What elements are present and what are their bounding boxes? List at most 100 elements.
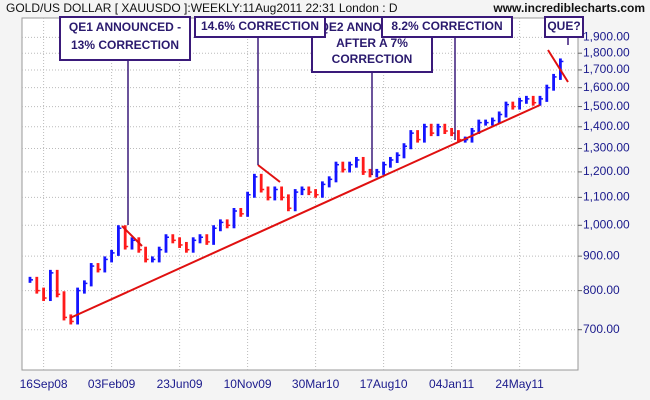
price-bar (395, 152, 399, 163)
y-tick-label: 1,100.00 (583, 190, 630, 204)
x-tick-label: 23Jun09 (157, 377, 203, 391)
price-bar (423, 123, 426, 143)
price-bar (103, 256, 107, 273)
x-tick-label: 24May11 (495, 377, 544, 391)
price-bar (368, 168, 372, 178)
price-bar (511, 101, 515, 110)
price-bar (491, 117, 494, 126)
y-tick-label: 1,800.00 (583, 45, 630, 59)
price-bar (382, 161, 385, 175)
price-bar (355, 156, 358, 168)
chart-subtitle: www.incrediblecharts.com (492, 1, 645, 15)
x-tick-label: 17Aug10 (360, 377, 408, 391)
price-bar (402, 143, 406, 159)
price-bar (191, 237, 195, 253)
price-bar (171, 234, 175, 244)
price-bar (518, 97, 521, 110)
price-bar (49, 269, 52, 302)
x-tick-label: 04Jan11 (429, 377, 474, 391)
price-bar (96, 263, 100, 273)
price-bar (42, 287, 45, 302)
price-bar (35, 276, 39, 294)
price-bar (123, 225, 127, 250)
price-bar (212, 225, 215, 245)
price-bar (273, 186, 277, 201)
price-bar (287, 194, 290, 212)
annotation-text: QUE? (547, 19, 580, 33)
x-tick-label: 03Feb09 (88, 377, 136, 391)
y-tick-label: 1,700.00 (583, 62, 630, 76)
price-bar (225, 219, 229, 229)
price-bar (137, 237, 141, 253)
price-bar (416, 130, 419, 143)
price-bar (144, 246, 147, 263)
annotation-box (381, 16, 513, 38)
price-bar (321, 181, 324, 198)
price-bar (531, 95, 535, 106)
price-bar (89, 263, 93, 287)
price-bar (450, 127, 453, 137)
price-bar (389, 156, 392, 168)
y-tick-label: 1,500.00 (583, 99, 630, 113)
price-bar (232, 208, 236, 229)
price-bar (178, 237, 181, 248)
price-bar (341, 161, 345, 173)
annotation: 8.2% CORRECTION (381, 16, 513, 38)
price-bar (266, 186, 270, 201)
price-bar (185, 241, 188, 253)
price-bar (55, 269, 59, 298)
price-bar (375, 168, 379, 178)
annotation: QE1 ANNOUNCED - 13% CORRECTION (59, 16, 191, 61)
annotation-text: QE1 ANNOUNCED - (69, 20, 181, 34)
plot-area (21, 17, 579, 371)
price-bar (198, 234, 202, 244)
x-tick-label: 10Nov09 (224, 377, 272, 391)
price-bar (334, 161, 338, 183)
price-bar (164, 234, 168, 253)
price-bar (545, 84, 549, 102)
price-bar (130, 237, 134, 250)
price-bar (436, 123, 440, 137)
price-bar (525, 95, 528, 104)
price-bar (205, 234, 209, 245)
annotation-text: CORRECTION (332, 52, 413, 66)
annotation-box (194, 16, 326, 38)
y-tick-label: 900.00 (583, 248, 620, 262)
price-bar (552, 73, 555, 91)
price-bar (409, 130, 413, 150)
y-tick-label: 1,400.00 (583, 119, 630, 133)
price-bar (110, 249, 113, 263)
y-tick-label: 1,200.00 (583, 164, 630, 178)
price-bar (239, 208, 243, 217)
annotation-text: 13% CORRECTION (71, 38, 179, 52)
price-bar (69, 314, 73, 325)
price-bar (62, 291, 66, 321)
price-bar (253, 173, 256, 198)
price-bar (457, 130, 460, 143)
price-bar (157, 246, 161, 263)
price-bar (293, 189, 297, 212)
y-tick-label: 1,000.00 (583, 217, 630, 231)
annotation-text: AFTER A 7% (336, 36, 408, 50)
trend-line (69, 104, 541, 319)
chart-title: GOLD/US DOLLAR [ XAUUSDO ]:WEEKLY:11Aug2… (6, 1, 398, 15)
price-bar (477, 119, 481, 134)
price-bar (307, 186, 311, 196)
price-bar (361, 156, 365, 175)
annotation: QUE? (544, 16, 584, 38)
price-bar (497, 111, 501, 124)
price-bar (300, 186, 304, 196)
price-bar (76, 287, 79, 325)
price-bar (443, 123, 447, 134)
price-bar (280, 186, 283, 201)
price-bar (83, 280, 86, 294)
annotation-text: 14.6% CORRECTION (201, 19, 319, 33)
price-bar (348, 161, 351, 173)
trend-line (121, 225, 143, 247)
annotation-text: 8.2% CORRECTION (391, 19, 502, 33)
price-bar (429, 123, 433, 137)
y-tick-label: 700.00 (583, 322, 620, 336)
y-tick-label: 1,300.00 (583, 141, 630, 155)
